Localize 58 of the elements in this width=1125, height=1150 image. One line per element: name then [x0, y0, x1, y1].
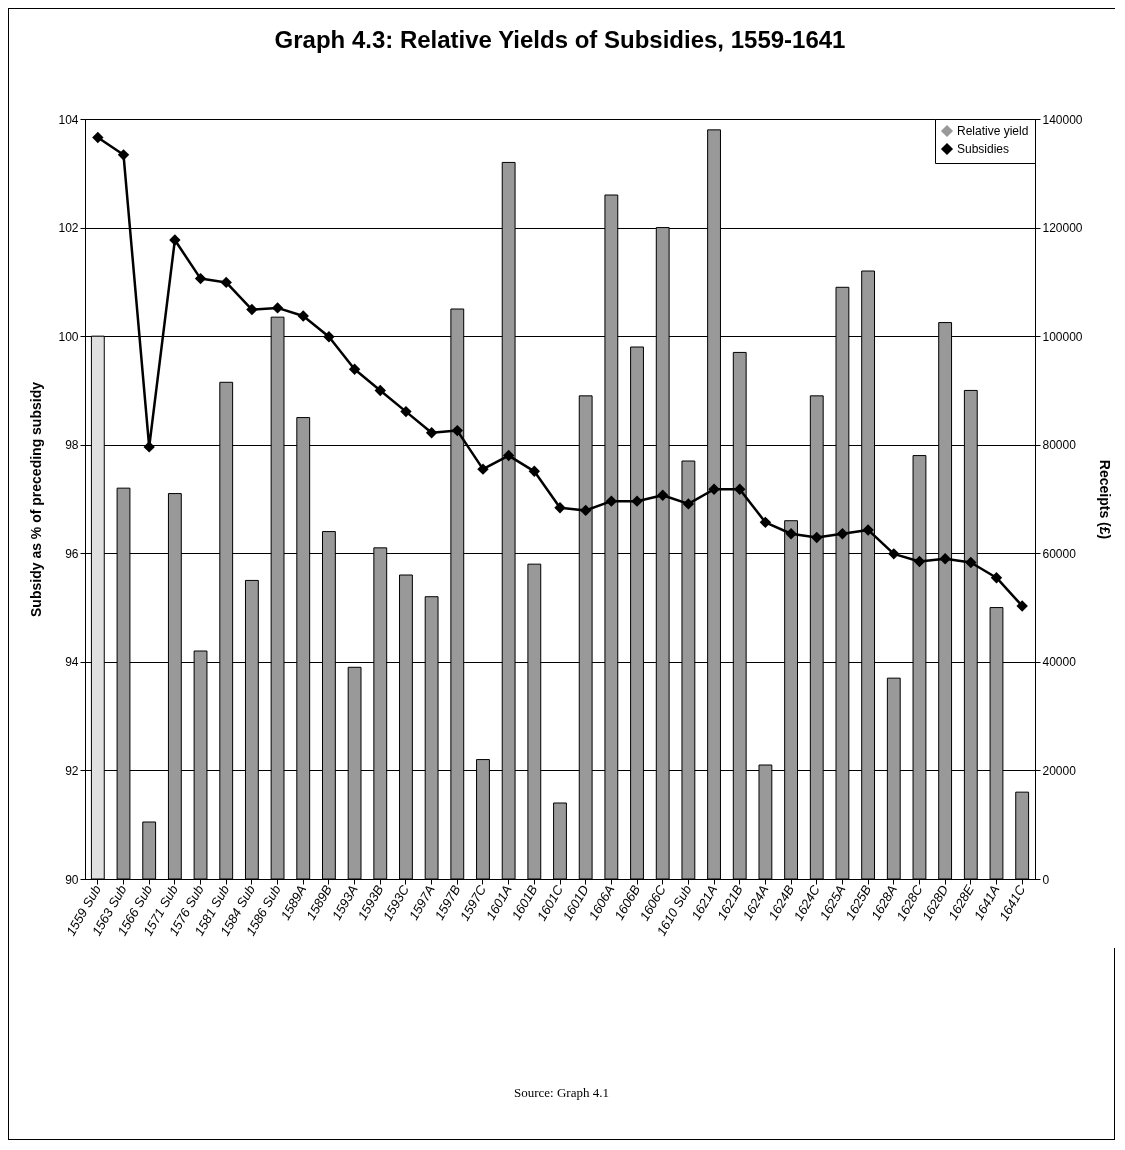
- point: [939, 553, 951, 565]
- point: [862, 524, 874, 536]
- point: [708, 483, 720, 495]
- point: [425, 427, 438, 439]
- point: [657, 489, 669, 501]
- point: [528, 465, 541, 478]
- point: [579, 504, 592, 517]
- point: [631, 495, 643, 507]
- point: [811, 531, 823, 544]
- y2-tick-label: 100000: [1042, 329, 1083, 344]
- y-tick-label: 100: [58, 329, 79, 344]
- point: [990, 572, 1003, 584]
- y2-tick-label: 40000: [1042, 655, 1077, 670]
- point: [785, 528, 797, 540]
- y-tick-label: 102: [58, 221, 79, 236]
- y2-tick-label: 140000: [1042, 112, 1083, 127]
- source-note: Source: Graph 4.1: [513, 1085, 610, 1101]
- point: [92, 131, 104, 144]
- point: [913, 555, 926, 568]
- y-tick-label: 98: [65, 438, 79, 453]
- y2-tick-label: 80000: [1042, 438, 1077, 453]
- point: [323, 330, 335, 343]
- point: [477, 463, 489, 475]
- point: [682, 498, 695, 510]
- point: [965, 556, 977, 569]
- y2-tick-label: 60000: [1042, 546, 1077, 561]
- point: [246, 303, 258, 316]
- point: [169, 234, 181, 246]
- point: [554, 501, 566, 514]
- point: [348, 363, 361, 375]
- point: [297, 310, 309, 322]
- point: [400, 405, 412, 418]
- point: [502, 449, 515, 462]
- point: [1016, 600, 1028, 612]
- y2-tick-label: 0: [1042, 872, 1050, 887]
- point: [734, 483, 746, 495]
- y-tick-label: 92: [65, 763, 79, 778]
- chart-title: Graph 4.3: Relative Yields of Subsidies, 1559-1641: [274, 26, 846, 53]
- legend-label: Relative yield: [957, 124, 1029, 138]
- y-tick-label: 94: [65, 655, 79, 670]
- legend-label: Subsidies: [957, 142, 1010, 156]
- y2-axis-title: Receipts (£): [1096, 459, 1113, 540]
- point: [117, 149, 130, 161]
- point: [451, 424, 463, 437]
- point: [271, 302, 284, 314]
- point: [374, 384, 386, 397]
- point: [888, 548, 900, 560]
- y2-tick-label: 20000: [1042, 763, 1077, 778]
- point: [759, 516, 772, 529]
- point: [143, 441, 155, 453]
- point: [194, 272, 207, 285]
- y-axis-title: Subsidy as % of preceding subsidy: [28, 381, 45, 617]
- y-tick-label: 104: [58, 112, 79, 127]
- y-tick-label: 96: [65, 546, 79, 561]
- point: [220, 276, 232, 289]
- point: [836, 528, 849, 540]
- y2-tick-label: 120000: [1042, 221, 1083, 236]
- y-tick-label: 90: [65, 872, 79, 887]
